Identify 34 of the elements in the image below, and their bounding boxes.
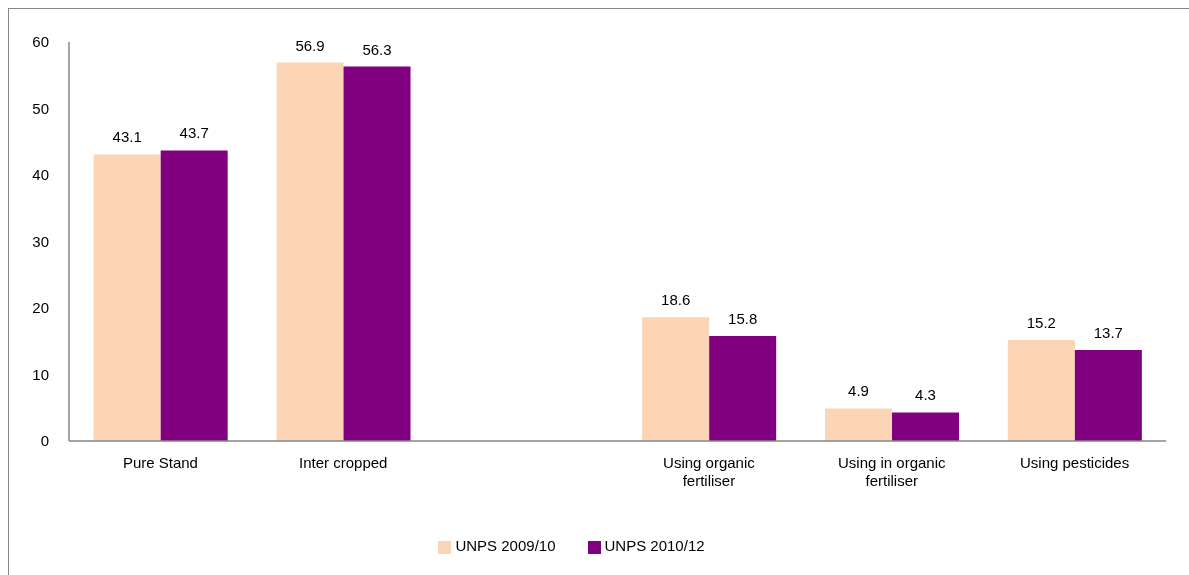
x-tick-label: Inter cropped	[299, 454, 388, 471]
bar	[642, 317, 710, 441]
data-label: 43.7	[179, 124, 209, 142]
x-tick-label: Using organic fertiliser	[663, 454, 756, 489]
data-label: 18.6	[661, 291, 691, 309]
data-label: 15.8	[728, 309, 758, 327]
bar	[1074, 349, 1142, 441]
bar	[276, 62, 344, 441]
bar	[709, 335, 777, 441]
data-label: 56.3	[362, 40, 392, 58]
y-tick-label: 20	[32, 299, 49, 317]
data-label: 4.3	[915, 386, 936, 404]
bar	[343, 66, 411, 441]
data-label: 43.1	[112, 128, 142, 146]
bar	[93, 154, 161, 441]
bar	[892, 412, 960, 441]
data-label: 4.9	[848, 382, 869, 400]
y-tick-label: 60	[32, 33, 49, 51]
y-tick-label: 40	[32, 166, 49, 184]
x-tick-label: Using in organic fertiliser	[837, 454, 947, 489]
data-label: 15.2	[1026, 313, 1056, 331]
y-tick-label: 10	[32, 365, 49, 383]
bar	[160, 150, 228, 441]
y-tick-label: 0	[40, 432, 49, 450]
data-label: 56.9	[295, 36, 325, 54]
y-tick-label: 50	[32, 99, 49, 117]
bar	[825, 408, 893, 441]
data-label: 13.7	[1093, 323, 1123, 341]
bar	[1007, 339, 1075, 441]
y-tick-label: 30	[32, 232, 49, 250]
x-tick-label: Pure Stand	[122, 454, 198, 471]
legend-label: UNPS 2010/12	[604, 537, 705, 554]
x-tick-label: Using pesticides	[1019, 454, 1130, 471]
legend-label: UNPS 2009/10	[455, 537, 556, 554]
